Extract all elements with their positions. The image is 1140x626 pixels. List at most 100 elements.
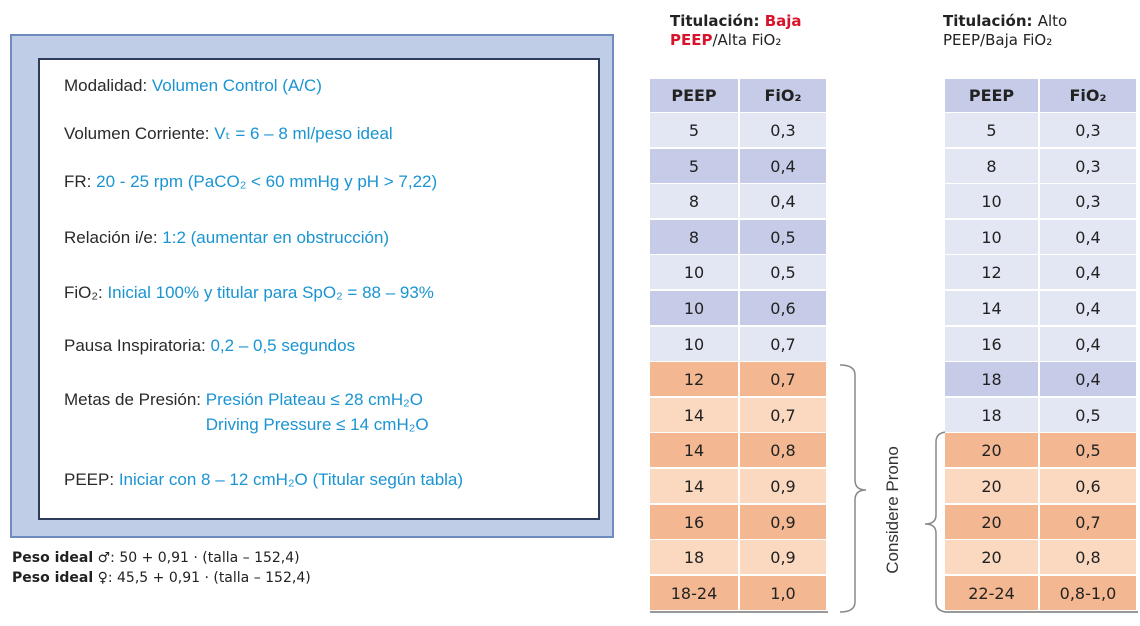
title-line: PEEP/Baja FiO₂ xyxy=(943,31,1067,50)
table-cell: 18 xyxy=(945,397,1040,433)
title-text: /Alta FiO₂ xyxy=(712,31,782,49)
table-cell: 0,6 xyxy=(740,291,828,326)
formula-text: ♂: 50 + 0,91 · (talla – 152,4) xyxy=(93,550,300,566)
table-header: PEEP xyxy=(650,79,740,113)
panel-item: FR: 20 - 25 rpm (PaCO₂ < 60 mmHg y pH > … xyxy=(64,172,437,192)
title-line: Titulación: Alto xyxy=(943,12,1067,31)
title-text: Baja xyxy=(764,12,802,30)
table-cell: 0,7 xyxy=(1040,504,1138,540)
item-label: Metas de Presión: xyxy=(64,390,206,409)
table-cell: 0,5 xyxy=(740,219,828,255)
table-cell: 0,5 xyxy=(1040,397,1138,433)
item-value: Driving Pressure ≤ 14 cmH₂O xyxy=(205,415,429,434)
table-rule xyxy=(650,611,828,614)
table-cell: 0,9 xyxy=(740,469,828,504)
table-cell: 0,5 xyxy=(1040,433,1138,469)
table-cell: 10 xyxy=(945,219,1040,255)
panel-item: Modalidad: Volumen Control (A/C) xyxy=(64,76,322,96)
item-value: 20 - 25 rpm (PaCO₂ < 60 mmHg y pH > 7,22… xyxy=(96,172,438,191)
title-line: Titulación: Baja xyxy=(670,12,802,31)
table-cell: 1,0 xyxy=(740,575,828,611)
table-cell: 14 xyxy=(945,291,1040,326)
table-cell: 0,4 xyxy=(1040,291,1138,326)
table-header: PEEP xyxy=(945,79,1040,113)
table-cell: 0,4 xyxy=(1040,326,1138,362)
table-cell: 16 xyxy=(945,326,1040,362)
table-cell: 0,4 xyxy=(1040,362,1138,398)
item-label: Relación i/e: xyxy=(64,228,163,247)
table-cell: 0,8 xyxy=(1040,540,1138,576)
table-title: Titulación: Alto PEEP/Baja FiO₂ xyxy=(943,12,1067,50)
table-cell: 8 xyxy=(945,148,1040,184)
formula-text: ♀: 45,5 + 0,91 · (talla – 152,4) xyxy=(93,570,311,586)
bracket xyxy=(924,431,949,613)
table-cell: 0,6 xyxy=(1040,469,1138,504)
table-cell: 0,4 xyxy=(1040,219,1138,255)
table-header: FiO₂ xyxy=(740,79,828,113)
panel-item: Pausa Inspiratoria: 0,2 – 0,5 segundos xyxy=(64,336,355,356)
table-cell: 5 xyxy=(650,148,740,184)
table-title: Titulación: Baja PEEP/Alta FiO₂ xyxy=(670,12,802,50)
panel-item: Relación i/e: 1:2 (aumentar en obstrucci… xyxy=(64,228,389,248)
table-cell: 0,5 xyxy=(740,255,828,291)
table-cell: 10 xyxy=(650,326,740,362)
table-cell: 18 xyxy=(650,540,740,576)
bracket xyxy=(839,364,867,613)
table-cell: 0,4 xyxy=(740,148,828,184)
table-cell: 14 xyxy=(650,469,740,504)
title-text: PEEP/Baja FiO₂ xyxy=(943,31,1053,49)
table-cell: 18-24 xyxy=(650,575,740,611)
table-cell: 16 xyxy=(650,504,740,540)
table-cell: 14 xyxy=(650,397,740,433)
panel-box xyxy=(38,58,600,520)
table-cell: 20 xyxy=(945,469,1040,504)
table-cell: 10 xyxy=(945,184,1040,220)
table-cell: 20 xyxy=(945,504,1040,540)
formula: Peso ideal ♀: 45,5 + 0,91 · (talla – 152… xyxy=(12,570,311,586)
item-value: 0,2 – 0,5 segundos xyxy=(210,336,356,355)
table-cell: 12 xyxy=(945,255,1040,291)
table-cell: 0,3 xyxy=(1040,113,1138,148)
table-cell: 22-24 xyxy=(945,575,1040,611)
table-cell: 0,8-1,0 xyxy=(1040,575,1138,611)
panel-item: FiO₂: Inicial 100% y titular para SpO₂ =… xyxy=(64,283,434,303)
item-value: Iniciar con 8 – 12 cmH₂O (Titular según … xyxy=(118,470,464,489)
title-text: Titulación: xyxy=(943,12,1038,30)
panel-item: PEEP: Iniciar con 8 – 12 cmH₂O (Titular … xyxy=(64,470,463,490)
table-rule xyxy=(945,611,1138,614)
table-cell: 18 xyxy=(945,362,1040,398)
table-cell: 10 xyxy=(650,255,740,291)
title-text: Titulación: xyxy=(670,12,765,30)
item-value: Inicial 100% y titular para SpO₂ = 88 – … xyxy=(107,283,434,302)
item-value: Presión Plateau ≤ 28 cmH₂O xyxy=(205,390,423,409)
table-cell: 0,3 xyxy=(1040,148,1138,184)
table-cell: 10 xyxy=(650,291,740,326)
title-text: PEEP xyxy=(670,31,713,49)
table-header: FiO₂ xyxy=(1040,79,1138,113)
table-cell: 20 xyxy=(945,433,1040,469)
table-cell: 20 xyxy=(945,540,1040,576)
table-cell: 0,4 xyxy=(740,184,828,220)
panel-item: Metas de Presión: Presión Plateau ≤ 28 c… xyxy=(64,390,423,410)
item-label: FiO₂: xyxy=(64,283,108,302)
item-label: FR: xyxy=(64,172,97,191)
table-cell: 0,4 xyxy=(1040,255,1138,291)
table-cell: 0,7 xyxy=(740,397,828,433)
item-label: PEEP: xyxy=(64,470,119,489)
table-cell: 0,8 xyxy=(740,433,828,469)
item-value: 1:2 (aumentar en obstrucción) xyxy=(162,228,390,247)
formula-label: Peso ideal xyxy=(12,570,94,586)
table-cell: 0,3 xyxy=(1040,184,1138,220)
item-label: Modalidad: xyxy=(64,76,152,95)
item-value: Vₜ = 6 – 8 ml/peso ideal xyxy=(214,124,393,143)
table-cell: 0,7 xyxy=(740,362,828,398)
item-label: Volumen Corriente: xyxy=(64,124,215,143)
title-text: Alto xyxy=(1037,12,1068,30)
table-cell: 8 xyxy=(650,184,740,220)
table-cell: 5 xyxy=(650,113,740,148)
table-cell: 0,9 xyxy=(740,540,828,576)
formula-label: Peso ideal xyxy=(12,550,94,566)
panel-item: Volumen Corriente: Vₜ = 6 – 8 ml/peso id… xyxy=(64,124,393,144)
